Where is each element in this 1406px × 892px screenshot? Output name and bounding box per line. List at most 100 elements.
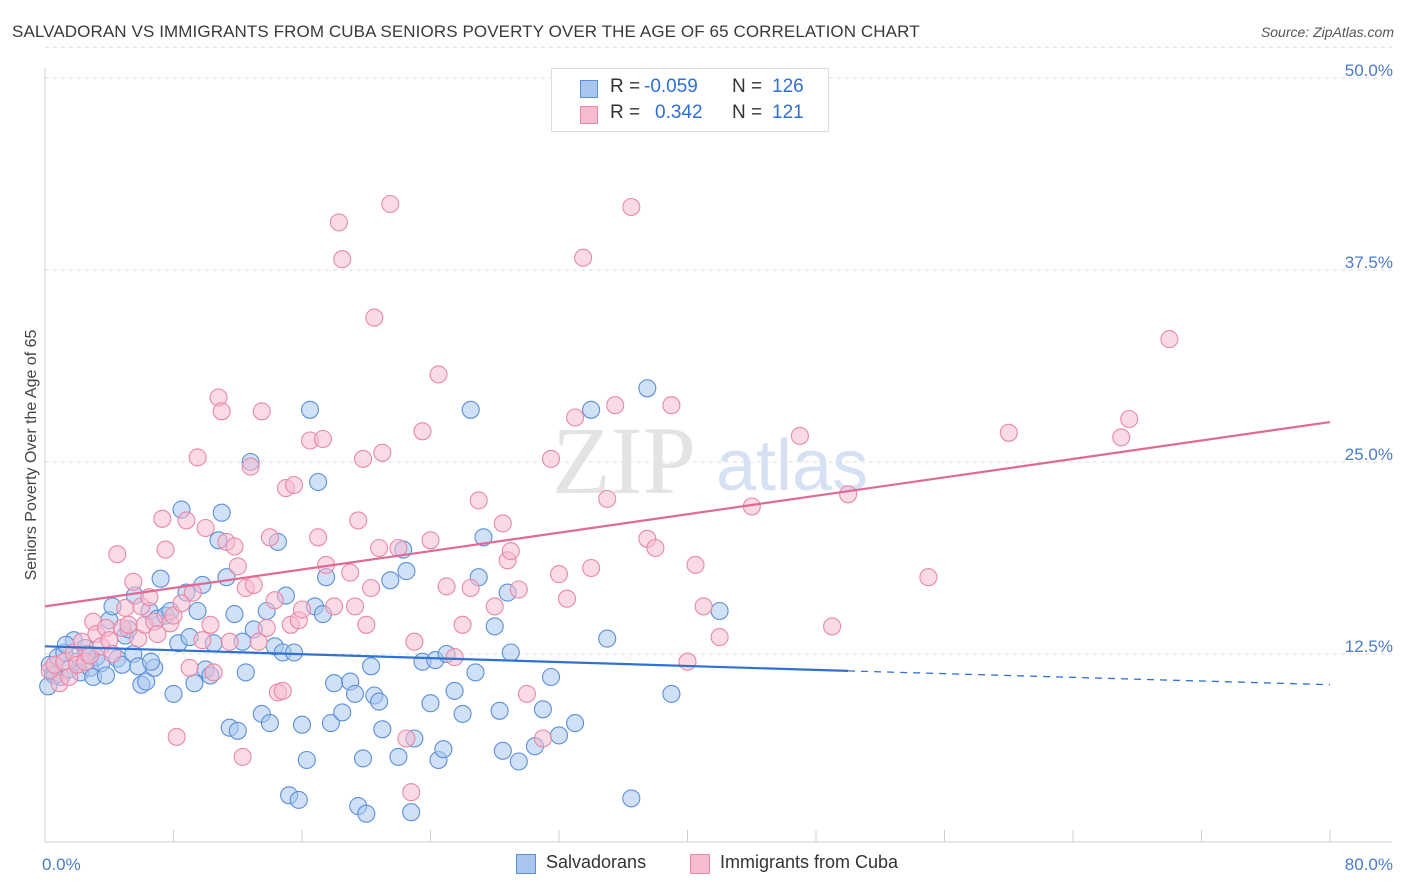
- cuba-point: [257, 618, 276, 637]
- axis-labels: 12.5% 25.0% 37.5% 50.0% 0.0% 80.0% Seniors Pov…: [23, 61, 1393, 874]
- cuba-point: [582, 558, 601, 578]
- cuba-point: [124, 572, 143, 591]
- salvadoran-point: [566, 714, 585, 733]
- cuba-point: [204, 663, 223, 682]
- salvadoran-point: [96, 666, 116, 685]
- salvadoran-point: [622, 789, 641, 808]
- legend-r-value: -0.059: [644, 76, 698, 97]
- salvadoran-point: [357, 804, 376, 823]
- salvadoran-point: [445, 681, 464, 700]
- cuba-point: [228, 557, 247, 576]
- trend-lines: [44, 420, 1331, 686]
- salvadoran-point: [389, 747, 408, 766]
- salvadoran-point: [212, 503, 231, 522]
- cuba-point: [292, 600, 312, 619]
- cuba-point: [373, 443, 392, 462]
- cuba-point: [1160, 330, 1179, 349]
- cuba-point: [606, 396, 625, 415]
- cuba-point: [108, 545, 127, 564]
- salvadoran-point: [509, 752, 528, 771]
- cuba-point: [574, 248, 593, 267]
- cuba-point: [212, 402, 231, 421]
- cuba-point: [309, 528, 328, 547]
- cuba-point: [345, 597, 365, 616]
- cuba-point: [357, 615, 376, 634]
- salvadoran-point: [453, 704, 472, 723]
- cuba-point: [397, 729, 416, 748]
- cuba-point: [362, 578, 381, 598]
- cuba-point: [823, 617, 842, 636]
- cuba-point: [678, 652, 697, 671]
- cuba-point: [501, 542, 520, 561]
- salvadoran-point: [493, 741, 512, 760]
- cuba-point: [220, 632, 239, 651]
- salvadoran-point: [402, 803, 421, 822]
- cuba-point: [437, 577, 456, 596]
- salvadoran-point: [141, 652, 161, 671]
- cuba-point: [329, 213, 348, 232]
- salvadoran-point: [710, 601, 729, 621]
- cuba-point: [694, 597, 713, 616]
- cuba-point: [549, 565, 569, 584]
- cuba-point: [353, 449, 373, 468]
- salvadoran-point: [541, 667, 561, 687]
- cuba-point: [333, 250, 352, 269]
- cuba-point: [461, 578, 480, 598]
- salvadoran-point: [582, 400, 601, 419]
- bottom-legend-label: Immigrants from Cuba: [720, 852, 899, 872]
- cuba-point: [566, 408, 585, 427]
- cuba-point: [265, 591, 284, 610]
- cuba-point: [260, 528, 279, 547]
- cuba-point: [284, 475, 304, 495]
- cuba-point: [188, 448, 207, 467]
- cuba-point: [273, 681, 292, 700]
- salvadoran-point: [598, 629, 617, 648]
- salvadoran-point: [549, 726, 569, 745]
- salvadoran-point: [421, 694, 440, 713]
- salvadoran-point: [345, 684, 365, 703]
- salvadoran-point: [662, 684, 681, 703]
- cuba-point: [413, 422, 432, 441]
- cuba-point: [999, 423, 1018, 442]
- cuba-point: [313, 429, 332, 449]
- salvadoran-point: [225, 605, 244, 624]
- cuba-point: [116, 598, 135, 617]
- cuba-point: [201, 615, 220, 634]
- cuba-point: [429, 365, 448, 384]
- legend: R = -0.059 N = 126 R = 0.342 N = 121: [551, 68, 829, 132]
- y-tick-label: 25.0%: [1345, 445, 1393, 464]
- salvadoran-point: [638, 379, 657, 398]
- cuba-point: [244, 575, 263, 594]
- salvadoran-point: [434, 740, 453, 759]
- cuba-point: [517, 684, 536, 703]
- cuba-point: [485, 597, 504, 616]
- cuba-point: [156, 540, 175, 559]
- salvadoran-trend-line: [44, 645, 849, 672]
- legend-swatch-pink: [580, 106, 598, 124]
- cuba-point: [365, 308, 384, 327]
- cuba-point: [167, 727, 186, 746]
- salvadoran-point: [297, 750, 316, 770]
- salvadoran-point: [461, 400, 480, 419]
- salvadoran-point: [188, 601, 207, 621]
- y-tick-label: 37.5%: [1345, 253, 1393, 272]
- salvadoran-point: [474, 528, 493, 547]
- cuba-point: [153, 509, 172, 528]
- y-tick-label: 12.5%: [1345, 637, 1393, 656]
- grid-lines: [45, 46, 1392, 655]
- cuba-point: [469, 491, 488, 510]
- legend-n-label: N =: [732, 102, 763, 123]
- salvadoran-point: [466, 663, 485, 682]
- cuba-point: [172, 594, 191, 613]
- legend-r-value: 0.342: [655, 102, 703, 123]
- salvadoran-point: [353, 749, 373, 768]
- salvadoran-point: [533, 700, 552, 719]
- cuba-point: [919, 568, 938, 587]
- y-axis-title: Seniors Poverty Over the Age of 65: [23, 330, 40, 581]
- salvadoran-point: [373, 720, 392, 739]
- legend-r-label: R =: [610, 76, 641, 97]
- salvadoran-point: [362, 657, 381, 676]
- cuba-point: [710, 628, 729, 647]
- cuba-point: [241, 457, 260, 476]
